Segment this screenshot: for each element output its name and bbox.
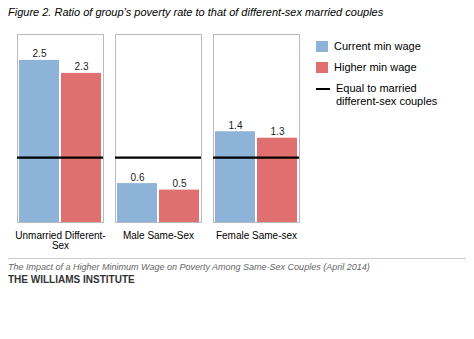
- html-text:Figure 2. Ratio of group’s pov: Figure 2. Ratio of group’s poverty rate …: [8, 6, 384, 18]
- html-text:Equal to married different-sex: Equal to married different-sex couples: [336, 82, 438, 108]
- svg-text:1.4: 1.4: [229, 119, 243, 130]
- html-text:The Impact of a Higher Minimum: The Impact of a Higher Minimum Wage on P…: [8, 261, 370, 272]
- svg-text:2.3: 2.3: [75, 61, 89, 72]
- svg-text:Male Same-Sex: Male Same-Sex: [123, 229, 194, 240]
- svg-text:Unmarried Different-Sex: Unmarried Different-Sex: [15, 229, 105, 250]
- html-text:THE WILLIAMS INSTITUTE: THE WILLIAMS INSTITUTE: [8, 273, 135, 285]
- html-text:Current min wage: Current min wage: [334, 39, 421, 52]
- svg-text:1.3: 1.3: [271, 126, 285, 137]
- svg-text:Female Same-sex: Female Same-sex: [216, 229, 297, 240]
- html-text:Higher min wage: Higher min wage: [334, 60, 417, 73]
- svg-text:0.5: 0.5: [173, 178, 187, 189]
- svg-text:0.6: 0.6: [131, 171, 145, 182]
- svg-text:2.5: 2.5: [33, 48, 47, 59]
